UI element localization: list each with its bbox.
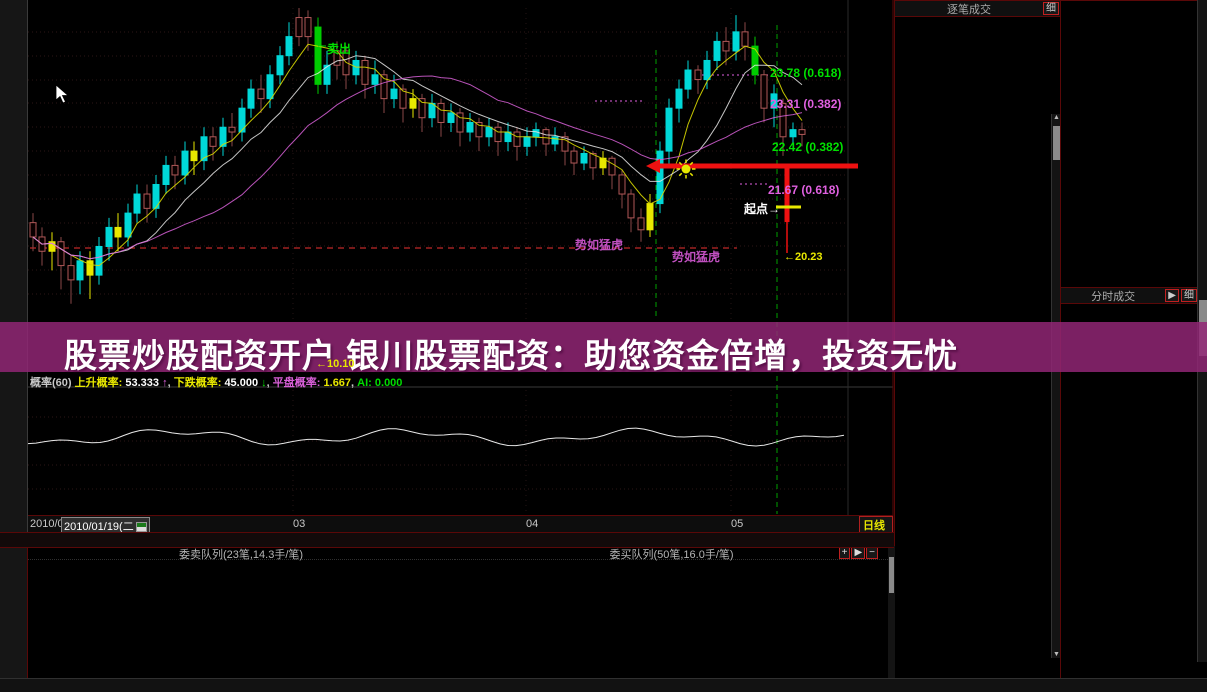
- down-probability-value: 45.000: [224, 377, 259, 389]
- queue-scrollbar[interactable]: [888, 546, 895, 678]
- tiger-annotation-1: 势如猛虎: [575, 238, 624, 252]
- tick-trades-header: 逐笔成交 细: [895, 0, 1061, 17]
- sell-annotation: 卖出: [327, 42, 352, 56]
- date-tick: 04: [526, 518, 539, 530]
- tick-trades-title: 逐笔成交: [947, 3, 991, 16]
- bottom-tab-bar: [0, 532, 894, 548]
- candlestick-chart[interactable]: [0, 0, 894, 532]
- watermark-text: 股票炒股配资开户 银川股票配资：助您资金倍增，投资无忧: [64, 337, 959, 374]
- up-probability-value: 53.333: [125, 377, 160, 389]
- selected-date[interactable]: 2010/01/19(二: [61, 517, 150, 535]
- queue-rail: [0, 546, 28, 678]
- fib-618-high-label: 23.78 (0.618): [770, 66, 842, 80]
- date-axis-left: 2010/0: [30, 518, 64, 530]
- low-price-label: ←20.23: [784, 251, 823, 263]
- add-button[interactable]: +: [838, 546, 851, 559]
- expand-button[interactable]: ▶: [851, 546, 866, 559]
- buy-queue-panel: 委买队列(50笔,16.0手/笔) + ▶ −: [455, 546, 888, 678]
- sell-queue-title: 委卖队列(23笔,14.3手/笔): [27, 546, 455, 561]
- probability-indicator-row: 概率(60) 上升概率: 53.333 ↑, 下跌概率: 45.000 ↓, 平…: [30, 377, 403, 389]
- expand-button[interactable]: ▶: [1165, 289, 1179, 302]
- fib-382-low-label: 22.42 (0.382): [772, 140, 844, 154]
- buy-queue-title: 委买队列(50笔,16.0手/笔) + ▶ −: [455, 546, 888, 561]
- status-bar: [0, 678, 1207, 692]
- minute-trades-title: 分时成交: [1091, 290, 1136, 303]
- minute-detail-button[interactable]: 细: [1181, 289, 1197, 302]
- tick-list-scrollbar[interactable]: ▲ ▼: [1051, 114, 1061, 658]
- fib-618-low-label: 21.67 (0.618): [768, 183, 840, 197]
- date-tick: 05: [731, 518, 744, 530]
- sell-queue-panel: 委卖队列(23笔,14.3手/笔): [27, 546, 456, 678]
- minimize-button[interactable]: −: [866, 546, 878, 559]
- flag-icon: [135, 522, 147, 533]
- minute-trades-header: 分时成交 ▶ 细: [1061, 287, 1199, 304]
- flat-probability-value: 1.667: [323, 377, 352, 389]
- indicator-name: 概率(60): [30, 377, 72, 389]
- fib-382-high-label: 23.31 (0.382): [770, 97, 842, 111]
- start-point-label: 起点→: [744, 202, 781, 216]
- date-tick: 03: [293, 518, 306, 530]
- mouse-cursor: [55, 84, 69, 104]
- ai-value: AI: 0.000: [357, 377, 403, 389]
- watermark-band: 股票炒股配资开户 银川股票配资：助您资金倍增，投资无忧: [0, 322, 1207, 374]
- band-note-label: ←10.10: [316, 358, 355, 370]
- tiger-annotation-2: 势如猛虎: [672, 250, 721, 264]
- tick-detail-button[interactable]: 细: [1043, 2, 1059, 15]
